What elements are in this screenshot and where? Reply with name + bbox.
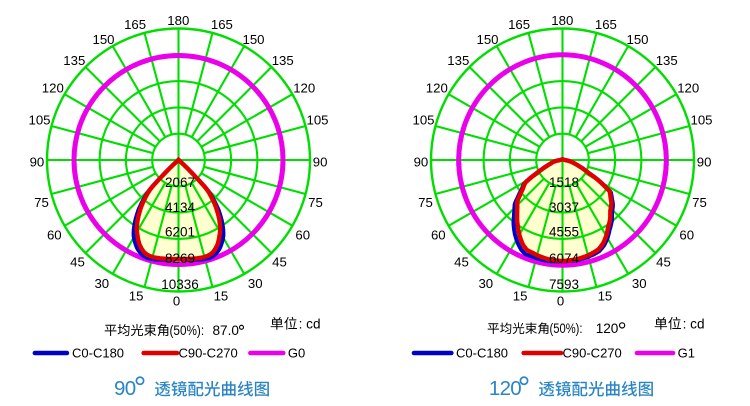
svg-text:15: 15 bbox=[598, 288, 613, 303]
svg-text:7593: 7593 bbox=[549, 277, 579, 292]
svg-text:3037: 3037 bbox=[549, 200, 579, 215]
svg-text:75: 75 bbox=[308, 195, 323, 210]
svg-text:4134: 4134 bbox=[165, 200, 196, 215]
svg-text:135: 135 bbox=[272, 53, 294, 68]
svg-text:60: 60 bbox=[679, 228, 694, 243]
svg-text:10336: 10336 bbox=[161, 277, 199, 292]
svg-text:(50%):: (50%): bbox=[550, 321, 583, 336]
svg-text:90: 90 bbox=[697, 154, 712, 169]
svg-text:120: 120 bbox=[426, 81, 448, 96]
svg-text:120: 120 bbox=[596, 321, 619, 336]
svg-text:6074: 6074 bbox=[549, 251, 580, 266]
svg-text:150: 150 bbox=[92, 32, 114, 47]
svg-text:165: 165 bbox=[124, 17, 146, 32]
svg-text:135: 135 bbox=[656, 53, 678, 68]
svg-text:45: 45 bbox=[272, 254, 287, 269]
svg-text:45: 45 bbox=[656, 254, 671, 269]
svg-text:105: 105 bbox=[412, 113, 434, 128]
svg-text:60: 60 bbox=[295, 228, 310, 243]
svg-text:105: 105 bbox=[690, 113, 712, 128]
svg-text:45: 45 bbox=[454, 254, 469, 269]
svg-text:: cd: : cd bbox=[299, 317, 321, 332]
svg-text:180: 180 bbox=[167, 13, 189, 28]
svg-text:165: 165 bbox=[508, 17, 530, 32]
svg-text:90: 90 bbox=[30, 154, 45, 169]
svg-text:135: 135 bbox=[63, 53, 85, 68]
svg-text:15: 15 bbox=[129, 288, 144, 303]
svg-text:1518: 1518 bbox=[549, 175, 579, 190]
svg-text:30: 30 bbox=[248, 276, 263, 291]
svg-text:30: 30 bbox=[94, 276, 109, 291]
svg-text:2067: 2067 bbox=[165, 175, 195, 190]
svg-text:30: 30 bbox=[632, 276, 647, 291]
svg-text:0: 0 bbox=[557, 294, 564, 309]
svg-text:30: 30 bbox=[478, 276, 493, 291]
svg-text:90: 90 bbox=[414, 154, 429, 169]
svg-text:15: 15 bbox=[214, 288, 229, 303]
svg-text:0: 0 bbox=[173, 294, 180, 309]
svg-text:: cd: : cd bbox=[683, 317, 705, 332]
svg-text:120: 120 bbox=[293, 81, 315, 96]
svg-text:90: 90 bbox=[313, 154, 328, 169]
svg-text:165: 165 bbox=[211, 17, 233, 32]
svg-text:150: 150 bbox=[626, 32, 648, 47]
svg-text:120: 120 bbox=[677, 81, 699, 96]
svg-text:105: 105 bbox=[28, 113, 50, 128]
svg-text:120: 120 bbox=[489, 377, 521, 400]
svg-text:C90-C270: C90-C270 bbox=[179, 346, 238, 361]
svg-text:75: 75 bbox=[34, 195, 49, 210]
svg-text:150: 150 bbox=[476, 32, 498, 47]
svg-text:105: 105 bbox=[306, 113, 328, 128]
svg-text:4555: 4555 bbox=[549, 225, 579, 240]
svg-text:165: 165 bbox=[595, 17, 617, 32]
svg-text:135: 135 bbox=[447, 53, 469, 68]
svg-text:G1: G1 bbox=[678, 346, 695, 361]
svg-text:60: 60 bbox=[431, 228, 446, 243]
svg-text:75: 75 bbox=[418, 195, 433, 210]
svg-text:8269: 8269 bbox=[165, 251, 195, 266]
svg-text:15: 15 bbox=[513, 288, 528, 303]
svg-text:120: 120 bbox=[42, 81, 64, 96]
svg-text:C0-C180: C0-C180 bbox=[456, 346, 508, 361]
svg-text:45: 45 bbox=[70, 254, 85, 269]
svg-text:90: 90 bbox=[114, 377, 136, 400]
svg-text:75: 75 bbox=[692, 195, 707, 210]
svg-text:G0: G0 bbox=[288, 346, 305, 361]
svg-text:6201: 6201 bbox=[165, 225, 195, 240]
svg-text:(50%):: (50%): bbox=[170, 323, 205, 338]
svg-text:C0-C180: C0-C180 bbox=[72, 346, 124, 361]
svg-text:180: 180 bbox=[551, 13, 573, 28]
svg-text:60: 60 bbox=[47, 228, 62, 243]
svg-text:C90-C270: C90-C270 bbox=[563, 346, 622, 361]
svg-text:150: 150 bbox=[242, 32, 264, 47]
svg-text:87.0: 87.0 bbox=[213, 323, 240, 338]
